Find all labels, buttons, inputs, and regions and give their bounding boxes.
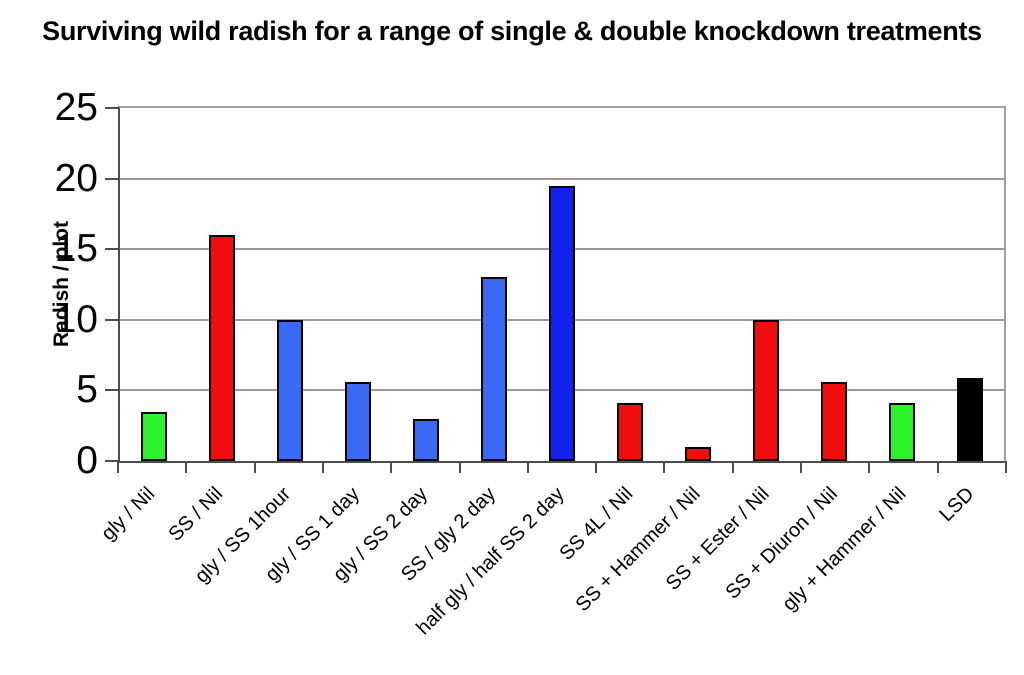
x-tick-9 [731,461,734,473]
y-tick-0 [105,460,118,462]
y-tick-label-5: 5 [76,368,98,412]
x-tick-8 [663,461,666,473]
bar-ss-hammer-nil [685,447,711,461]
x-label-ss-nil: SS / Nil [164,483,228,546]
y-tick-20 [105,177,118,180]
x-tick-6 [526,461,529,473]
x-tick-13 [1005,461,1007,473]
x-label-ss-hammer-nil: SS + Hammer / Nil [572,483,706,617]
bar-lsd [957,378,983,461]
bar-gly-nil [141,412,167,461]
bar-half-gly-half-ss-2-day [549,186,575,461]
y-tick-label-10: 10 [54,297,98,341]
y-tick-label-0: 0 [76,439,98,482]
bar-ss-ester-nil [753,320,779,461]
y-tick-label-20: 20 [54,156,98,200]
x-tick-1 [185,461,188,473]
x-tick-4 [390,461,393,473]
x-tick-2 [253,461,256,473]
x-tick-12 [936,461,939,473]
x-label-gly-hammer-nil: gly + Hammer / Nil [777,483,911,616]
y-tick-15 [105,248,118,251]
chart-title: Surviving wild radish for a range of sin… [42,16,982,46]
y-tick-label-15: 15 [54,227,98,271]
bar-gly-ss-1-day [345,382,371,461]
bar-gly-ss-1hour [277,320,303,461]
y-tick-5 [105,389,118,392]
bar-gly-ss-2-day [413,419,439,461]
x-label-lsd: LSD [935,483,979,527]
x-tick-3 [321,461,324,473]
x-tick-11 [868,461,871,473]
y-tick-25 [105,107,118,109]
x-tick-7 [595,461,598,473]
bar-ss-diuron-nil [821,382,847,461]
x-tick-0 [117,461,119,473]
x-label-gly-nil: gly / Nil [96,483,159,545]
gridline-20 [120,177,1004,180]
y-tick-10 [105,318,118,321]
plot-area [118,106,1006,463]
bar-gly-hammer-nil [889,403,915,461]
y-tick-label-25: 25 [54,86,98,129]
bar-ss-nil [209,235,235,461]
x-tick-10 [800,461,803,473]
bar-ss-4l-nil [617,403,643,461]
bar-ss-gly-2-day [481,277,507,461]
x-tick-5 [458,461,461,473]
